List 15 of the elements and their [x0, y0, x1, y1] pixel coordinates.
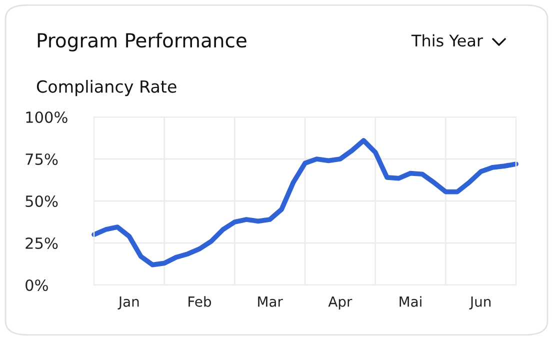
x-tick-label: Mai [400, 296, 422, 307]
y-tick-label: 75% [26, 153, 58, 166]
x-tick-label: Apr [328, 296, 352, 310]
y-tick-label: 25% [26, 237, 58, 250]
x-tick-label: Feb [188, 296, 212, 307]
x-tick-label: Jan [118, 296, 139, 310]
line-series [92, 138, 518, 268]
text: This Year [411, 34, 484, 47]
chart-title: Program Performance [38, 32, 246, 52]
chart-subtitle: Compliancy Rate [36, 80, 176, 96]
y-tick-label: 0% [26, 279, 48, 292]
y-tick-label: 50% [26, 195, 58, 208]
x-tick-label: Mar [258, 296, 283, 307]
x-tick-label: Jun [469, 296, 491, 310]
y-tick-label: 100% [26, 111, 68, 124]
